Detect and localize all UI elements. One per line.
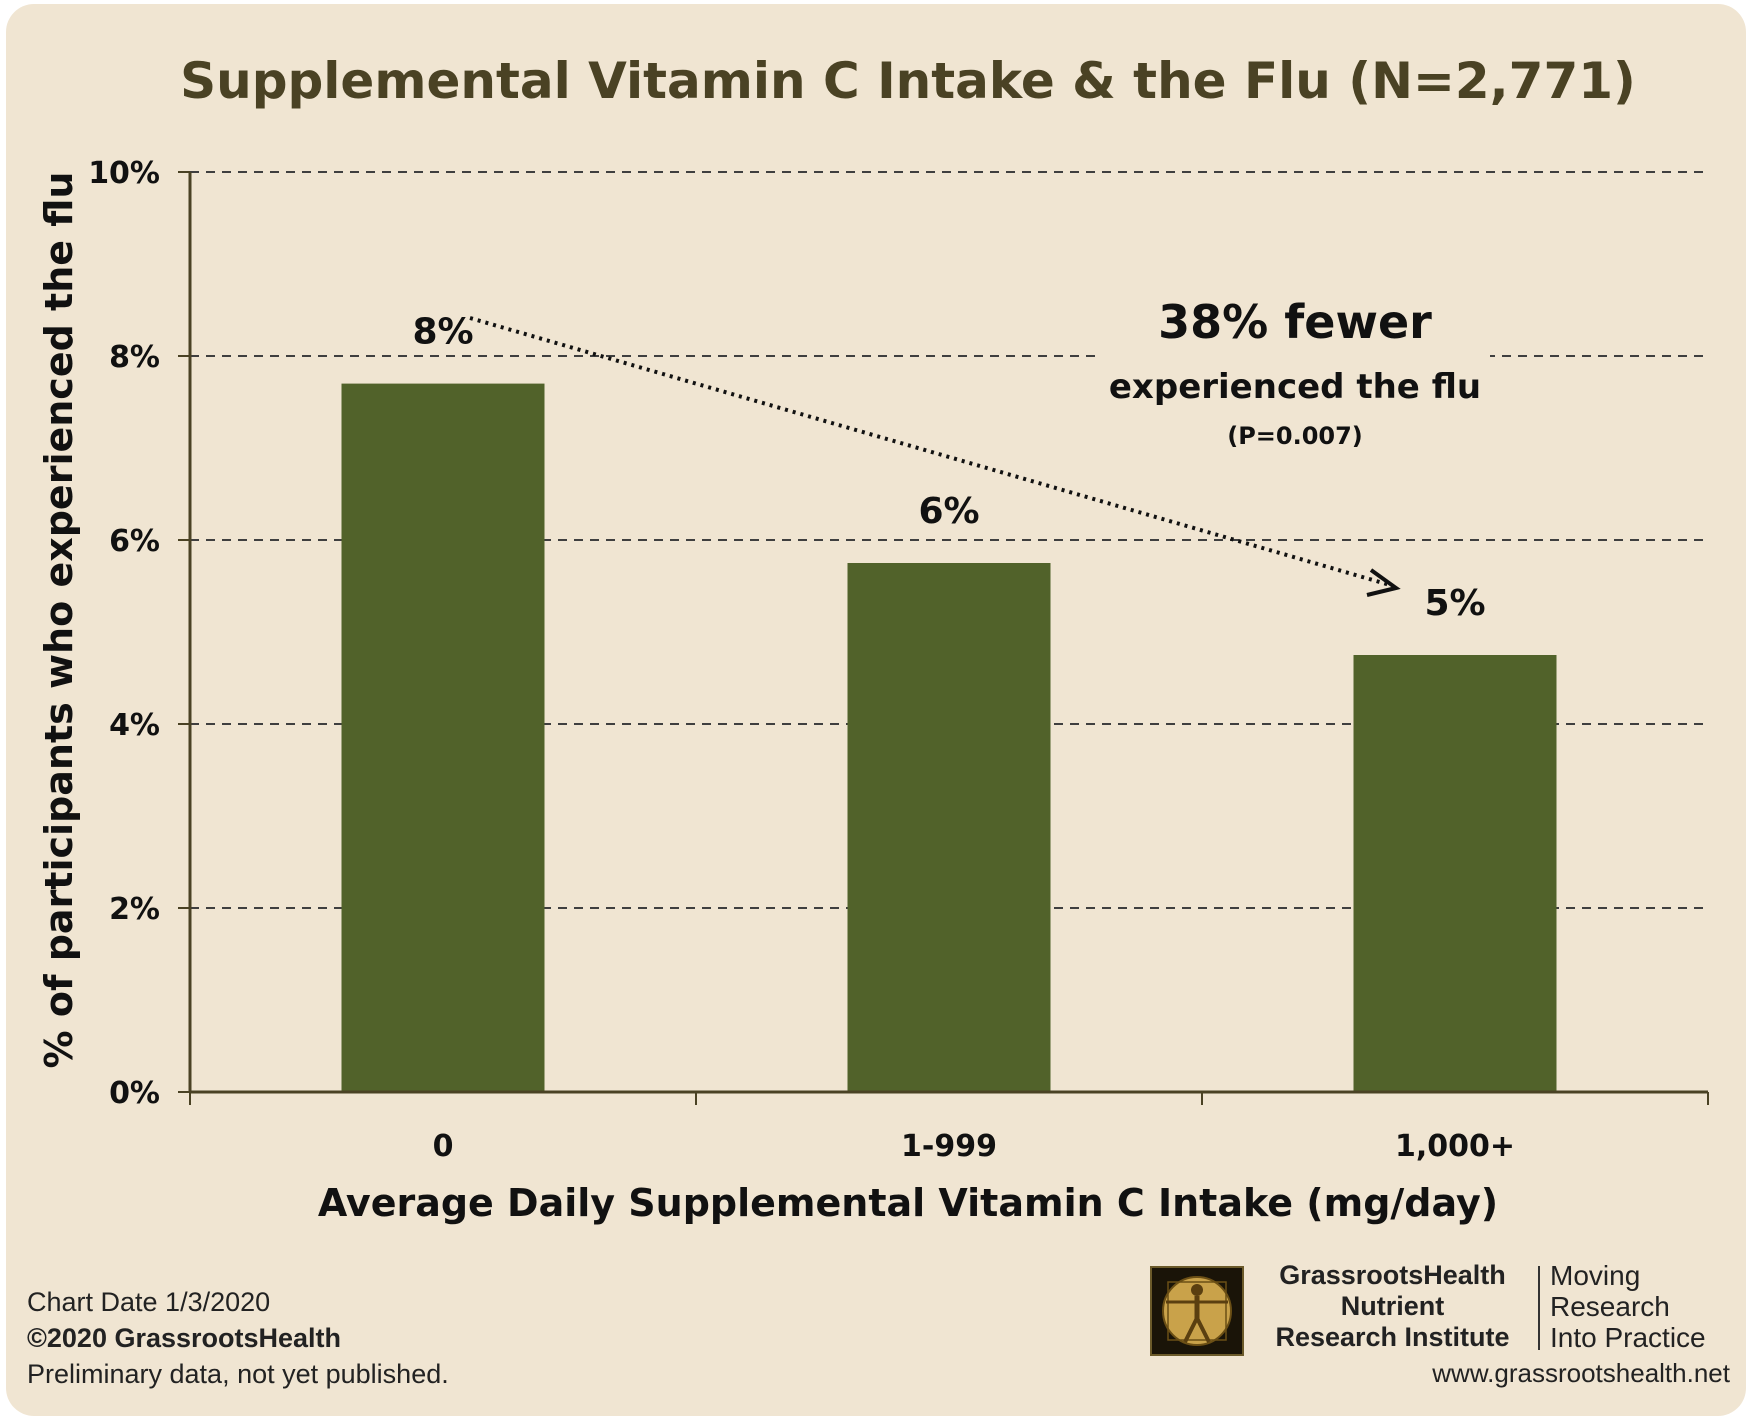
y-tick-label: 8%: [109, 340, 160, 375]
bar-data-label: 5%: [1424, 583, 1485, 624]
bar: [341, 383, 545, 1093]
trend-arrow-head: [1366, 568, 1401, 597]
bar-data-label: 6%: [918, 491, 979, 532]
brand-tagline-line2: Research: [1550, 1291, 1670, 1322]
x-tick-labels: 0 1-999 1,000+: [433, 1129, 1515, 1164]
brand-name: GrassrootsHealth Nutrient Research Insti…: [1260, 1260, 1525, 1353]
y-tick-label: 2%: [109, 892, 160, 927]
x-tick-label: 1-999: [901, 1129, 997, 1164]
y-tick-label: 6%: [109, 524, 160, 559]
brand-separator: [1538, 1266, 1540, 1350]
brand-name-line3: Research Institute: [1275, 1322, 1510, 1352]
annotation-background: [1100, 282, 1490, 447]
brand-name-line2: Nutrient: [1340, 1291, 1445, 1321]
x-axis-title: Average Daily Supplemental Vitamin C Int…: [318, 1181, 1498, 1225]
copyright: ©2020 GrassrootsHealth: [27, 1323, 342, 1353]
brand-url[interactable]: www.grassrootshealth.net: [1432, 1358, 1730, 1388]
x-tick-label: 0: [433, 1129, 454, 1164]
annotation-pvalue: (P=0.007): [1227, 422, 1363, 450]
annotation-subline: experienced the flu: [1109, 367, 1481, 407]
brand-tagline-line1: Moving: [1550, 1260, 1641, 1291]
y-tick-label: 4%: [109, 708, 160, 743]
y-tick-label: 0%: [109, 1076, 160, 1111]
chart-footer: Chart Date 1/3/2020 ©2020 GrassrootsHeal…: [27, 1284, 449, 1392]
data-labels: 8% 6% 5%: [412, 312, 1485, 624]
annotation: 38% fewer experienced the flu (P=0.007): [1100, 282, 1490, 450]
x-tick-label: 1,000+: [1395, 1129, 1515, 1164]
y-axis-title: % of participants who experienced the fl…: [37, 172, 81, 1069]
axes: [178, 171, 1709, 1105]
y-tick-labels: 0% 2% 4% 6% 8% 10%: [88, 156, 160, 1111]
brand-name-line1: GrassrootsHealth: [1279, 1260, 1506, 1290]
brand-tagline: Moving Research Into Practice: [1550, 1260, 1706, 1353]
chart-date: Chart Date 1/3/2020: [27, 1287, 271, 1317]
trend-arrow: [469, 316, 1401, 597]
y-tick-label: 10%: [88, 156, 160, 191]
brand-tagline-line3: Into Practice: [1550, 1322, 1706, 1353]
data-note: Preliminary data, not yet published.: [27, 1359, 449, 1389]
bar: [847, 563, 1051, 1092]
bars: [341, 383, 1557, 1093]
bar-data-label: 8%: [412, 312, 473, 353]
chart-title: Supplemental Vitamin C Intake & the Flu …: [180, 52, 1636, 110]
bar: [1353, 655, 1557, 1092]
vitruvian-man-icon: [1150, 1266, 1244, 1356]
annotation-headline: 38% fewer: [1158, 295, 1432, 349]
brand-block: GrassrootsHealth Nutrient Research Insti…: [1150, 1260, 1730, 1388]
